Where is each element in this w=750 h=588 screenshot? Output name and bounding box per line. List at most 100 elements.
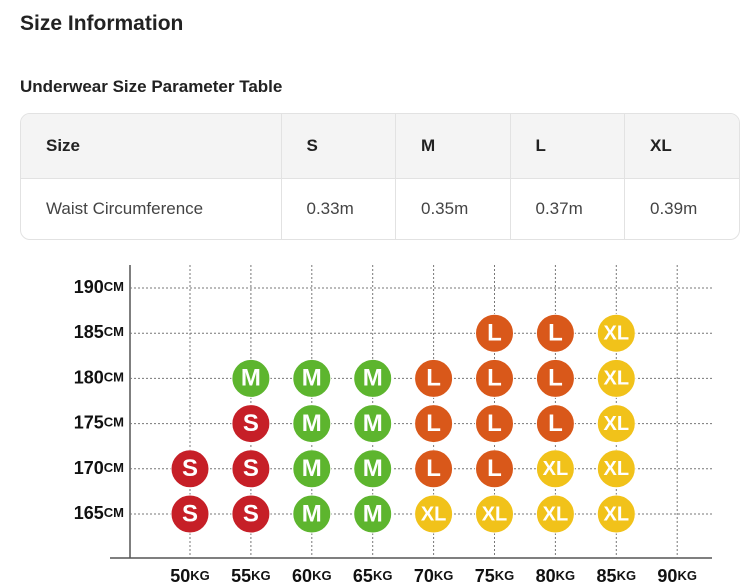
height-label: 175CM: [74, 412, 124, 432]
size-badge-label: M: [241, 365, 261, 392]
size-badge-label: L: [548, 410, 563, 437]
size-badge: [596, 313, 636, 353]
weight-unit: KG: [495, 568, 515, 583]
size-badge: [231, 449, 271, 489]
size-badge-label: S: [243, 455, 259, 482]
table-cell: Waist Circumference: [21, 178, 281, 239]
section-title: Size Information: [20, 12, 184, 35]
size-badge-label: L: [487, 365, 502, 392]
size-badge: [414, 449, 454, 489]
weight-unit: KG: [556, 568, 576, 583]
weight-number: 90: [657, 566, 677, 586]
size-badge-label: XL: [543, 503, 569, 525]
size-badge: [414, 404, 454, 444]
size-badge: [475, 404, 514, 444]
weight-number: 50: [170, 566, 190, 586]
size-badge: [535, 313, 575, 353]
weight-label: 85KG: [597, 566, 637, 586]
weight-label: 55KG: [231, 566, 271, 586]
size-badge-label: L: [487, 455, 502, 482]
size-badge-label: XL: [604, 413, 630, 435]
height-unit: CM: [104, 325, 124, 340]
size-badge: [414, 358, 454, 398]
size-badge: [170, 449, 210, 489]
size-badge-label: S: [243, 500, 259, 527]
size-badge: [292, 494, 332, 534]
size-badge: [596, 404, 636, 444]
table-row: Waist Circumference 0.33m 0.35m 0.37m 0.39m: [21, 178, 739, 239]
size-badge: [596, 494, 636, 534]
table-cell: 0.39m: [624, 178, 739, 239]
height-label: 190CM: [74, 277, 124, 297]
size-badge: [292, 449, 332, 489]
size-badge: [535, 449, 575, 489]
size-badge: [475, 313, 514, 353]
height-unit: CM: [104, 370, 124, 385]
height-label: 165CM: [74, 503, 124, 523]
weight-label: 60KG: [292, 566, 332, 586]
weight-unit: KG: [251, 568, 271, 583]
size-badge: [535, 358, 575, 398]
weight-unit: KG: [190, 568, 210, 583]
weight-label: 75KG: [475, 566, 515, 586]
size-badge-label: XL: [604, 368, 630, 390]
weight-number: 80: [536, 566, 556, 586]
height-number: 180: [74, 367, 104, 387]
weight-unit: KG: [312, 568, 332, 583]
size-badge-label: XL: [543, 458, 569, 480]
weight-label: 70KG: [414, 566, 454, 586]
size-badge: [535, 494, 575, 534]
size-badge-label: L: [548, 365, 563, 392]
table-cell: 0.35m: [395, 178, 510, 239]
size-badge: [475, 358, 514, 398]
size-badge: [353, 494, 393, 534]
height-number: 185: [74, 322, 104, 342]
size-badge-label: S: [182, 455, 198, 482]
size-badge-label: XL: [604, 503, 630, 525]
weight-unit: KG: [677, 568, 697, 583]
weight-number: 55: [231, 566, 251, 586]
weight-unit: KG: [373, 568, 393, 583]
size-badge: [353, 358, 393, 398]
size-badge: [353, 449, 393, 489]
size-badge: [231, 358, 271, 398]
size-badge-label: L: [487, 320, 502, 347]
table-cell: 0.37m: [509, 178, 625, 239]
size-badge: [596, 449, 636, 489]
table-cell: S: [280, 114, 396, 179]
size-badge-label: M: [363, 500, 383, 527]
table-row: Size S M L XL: [21, 114, 739, 179]
size-badge-label: S: [243, 410, 259, 437]
size-badge: [596, 358, 636, 398]
size-badge-label: L: [426, 365, 441, 392]
size-badge: [475, 449, 514, 489]
height-number: 165: [74, 503, 104, 523]
size-badge: [292, 358, 332, 398]
size-badge: [231, 494, 271, 534]
size-badge-label: M: [363, 455, 383, 482]
size-table: Size S M L XL Waist Circumference 0.33m 0.35m 0.…: [20, 113, 740, 240]
size-badge-label: S: [182, 500, 198, 527]
size-badge-label: XL: [604, 458, 630, 480]
height-number: 190: [74, 277, 104, 297]
size-badge-label: XL: [482, 503, 508, 525]
size-badge-label: XL: [421, 503, 447, 525]
table: Size S M L XL Waist Circumference 0.33m 0.35m 0.…: [21, 114, 739, 239]
height-number: 175: [74, 412, 104, 432]
height-label: 170CM: [74, 458, 124, 478]
height-label: 180CM: [74, 367, 124, 387]
table-cell: M: [395, 114, 510, 179]
table-cell: 0.33m: [280, 178, 396, 239]
table-cell: L: [509, 114, 625, 179]
height-unit: CM: [104, 415, 124, 430]
table-cell: XL: [624, 114, 739, 179]
size-badge: [353, 404, 393, 444]
size-badge-label: M: [302, 455, 322, 482]
weight-number: 65: [353, 566, 373, 586]
table-title: Underwear Size Parameter Table: [20, 77, 283, 96]
size-badge-label: M: [363, 365, 383, 392]
height-label: 185CM: [74, 322, 124, 342]
weight-unit: KG: [617, 568, 637, 583]
weight-number: 85: [597, 566, 617, 586]
